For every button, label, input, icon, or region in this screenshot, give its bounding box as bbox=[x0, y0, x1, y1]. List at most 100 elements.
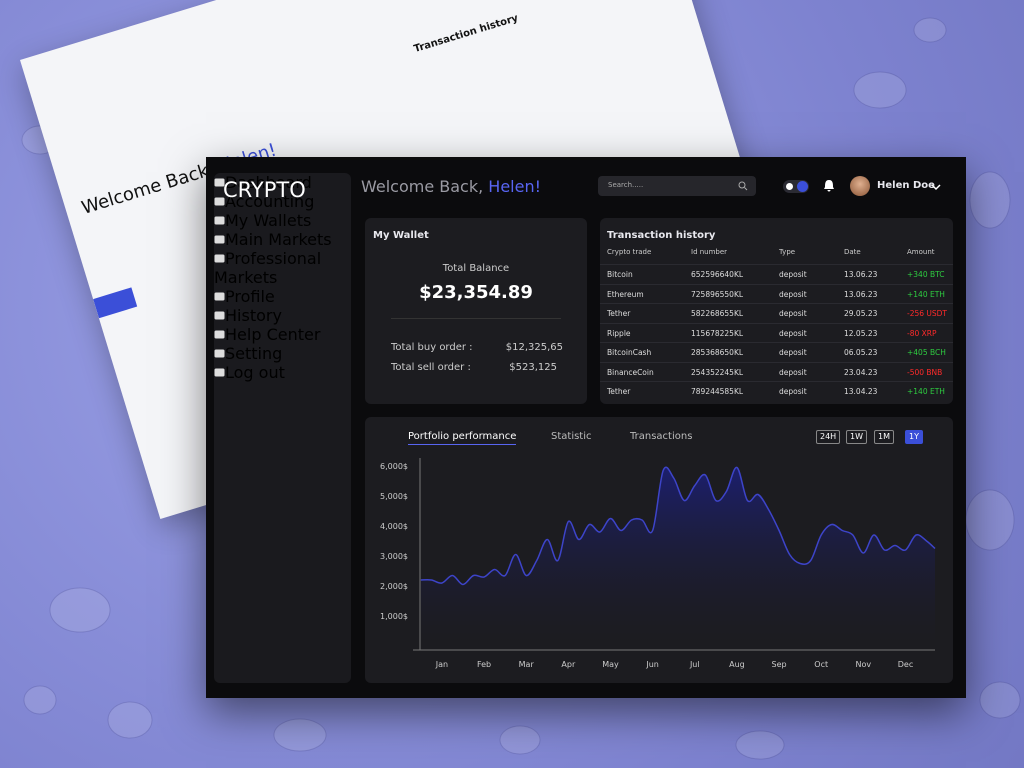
nav-item[interactable]: Professional Markets bbox=[214, 249, 351, 287]
balance-label: Total Balance bbox=[442, 263, 510, 274]
nav-icon bbox=[214, 292, 225, 301]
table-head: Crypto trade Id number Type Date Amount bbox=[600, 248, 953, 262]
table-cell: 285368650KL bbox=[691, 348, 744, 357]
nav-label: Dashboard bbox=[225, 173, 312, 192]
nav-label: History bbox=[225, 306, 282, 325]
nav-item[interactable]: Accounting bbox=[214, 192, 351, 211]
nav-label: Help Center bbox=[225, 325, 321, 344]
nav-icon bbox=[214, 330, 225, 339]
table-cell: deposit bbox=[779, 309, 807, 318]
nav-label: Profile bbox=[225, 287, 275, 306]
table-cell: Ripple bbox=[607, 328, 631, 338]
nav-label: Main Markets bbox=[225, 230, 332, 249]
table-cell: deposit bbox=[779, 270, 807, 279]
theme-toggle[interactable] bbox=[783, 180, 809, 193]
transactions-title: Transaction history bbox=[607, 230, 716, 241]
nav-item[interactable]: Dashboard bbox=[214, 173, 351, 192]
nav-item[interactable]: History bbox=[214, 306, 351, 325]
nav-label: My Wallets bbox=[225, 211, 312, 230]
table-cell: deposit bbox=[779, 387, 807, 396]
transactions-card: Transaction history Crypto trade Id numbe… bbox=[600, 218, 953, 404]
table-row: BitcoinCash 285368650KL deposit 06.05.23 +40… bbox=[600, 342, 953, 362]
footer-nav: Help Center Setting Log out bbox=[214, 325, 351, 382]
balance: $23,354.89 bbox=[419, 282, 533, 303]
search-icon bbox=[738, 181, 748, 191]
wallet-title: My Wallet bbox=[373, 230, 429, 241]
nav: Dashboard Accounting My Wallets Main Market… bbox=[214, 173, 351, 325]
table-cell: 789244585KL bbox=[691, 387, 744, 396]
nav-item[interactable]: Help Center bbox=[214, 325, 351, 344]
table-cell: +140 ETH bbox=[907, 387, 945, 396]
dashboard: CRYPTO Dashboard Accounting My Wallets Main… bbox=[206, 157, 966, 698]
table-cell: Bitcoin bbox=[607, 270, 633, 279]
table-row: Ripple 115678225KL deposit 12.05.23 -80 XRP bbox=[600, 322, 953, 343]
nav-icon bbox=[214, 349, 225, 358]
range-button[interactable]: 1M bbox=[874, 430, 894, 444]
nav-label: Log out bbox=[225, 363, 285, 382]
nav-item[interactable]: Main Markets bbox=[214, 230, 351, 249]
table-cell: 652596640KL bbox=[691, 270, 744, 279]
table-cell: Ethereum bbox=[607, 289, 644, 299]
table-cell: 115678225KL bbox=[691, 328, 744, 338]
table-cell: +140 ETH bbox=[907, 289, 945, 299]
buy-value: $12,325,65 bbox=[505, 342, 563, 353]
bell-icon[interactable] bbox=[823, 179, 835, 193]
table-cell: Tether bbox=[607, 387, 631, 396]
tab[interactable]: Statistic bbox=[551, 431, 592, 442]
nav-label: Accounting bbox=[225, 192, 315, 211]
buy-label: Total buy order : bbox=[391, 342, 473, 353]
table-cell: 23.04.23 bbox=[844, 367, 878, 377]
tab[interactable]: Portfolio performance bbox=[408, 431, 517, 445]
table-cell: +405 BCH bbox=[907, 348, 946, 357]
table-cell: 12.05.23 bbox=[844, 328, 878, 338]
table-cell: BitcoinCash bbox=[607, 348, 652, 357]
sell-value: $523,125 bbox=[509, 362, 557, 373]
table-cell: 13.06.23 bbox=[844, 270, 878, 279]
table-cell: 13.04.23 bbox=[844, 387, 878, 396]
portfolio-card: Portfolio performance Statistic Transactio… bbox=[365, 417, 953, 683]
table-cell: 582268655KL bbox=[691, 309, 744, 318]
table-cell: deposit bbox=[779, 348, 807, 357]
table-cell: deposit bbox=[779, 367, 807, 377]
table-cell: 725896550KL bbox=[691, 289, 744, 299]
brand: CRYPTO bbox=[223, 178, 306, 202]
table-cell: 29.05.23 bbox=[844, 309, 878, 318]
table-cell: deposit bbox=[779, 289, 807, 299]
nav-icon bbox=[214, 368, 225, 377]
table-cell: +340 BTC bbox=[907, 270, 945, 279]
column-header: Type bbox=[779, 248, 796, 256]
nav-item[interactable]: Profile bbox=[214, 287, 351, 306]
table-cell: -256 USDT bbox=[907, 309, 948, 318]
column-header: Amount bbox=[907, 248, 935, 256]
column-header: Id number bbox=[691, 248, 728, 256]
welcome: Welcome Back, Helen! bbox=[361, 177, 542, 196]
avatar[interactable] bbox=[850, 176, 870, 196]
range-button[interactable]: 1Y bbox=[905, 430, 923, 444]
nav-item[interactable]: Setting bbox=[214, 344, 351, 363]
nav-icon bbox=[214, 235, 225, 244]
search-box[interactable]: Search..... bbox=[598, 176, 756, 196]
nav-icon bbox=[214, 197, 225, 206]
back-transactions-title: Transaction history bbox=[412, 12, 520, 56]
tab[interactable]: Transactions bbox=[630, 431, 693, 442]
table-row: Tether 582268655KL deposit 29.05.23 -256 USD… bbox=[600, 303, 953, 323]
table-row: Ethereum 725896550KL deposit 13.06.23 +140 E… bbox=[600, 283, 953, 304]
user-name[interactable]: Helen Doe bbox=[877, 180, 935, 191]
nav-item[interactable]: Log out bbox=[214, 363, 351, 382]
nav-item[interactable]: My Wallets bbox=[214, 211, 351, 230]
search-placeholder: Search..... bbox=[608, 181, 644, 189]
table-cell: -500 BNB bbox=[907, 367, 943, 377]
table-cell: deposit bbox=[779, 328, 807, 338]
table-row: Bitcoin 652596640KL deposit 13.06.23 +340 BT… bbox=[600, 264, 953, 284]
table-cell: Tether bbox=[607, 309, 631, 318]
wallet-card: My Wallet Total Balance $23,354.89 Total… bbox=[365, 218, 587, 404]
table-cell: 06.05.23 bbox=[844, 348, 878, 357]
column-header: Crypto trade bbox=[607, 248, 652, 256]
column-header: Date bbox=[844, 248, 861, 256]
table-cell: 13.06.23 bbox=[844, 289, 878, 299]
range-button[interactable]: 1W bbox=[846, 430, 867, 444]
range-button[interactable]: 24H bbox=[816, 430, 841, 444]
user-chevron[interactable] bbox=[931, 184, 941, 191]
